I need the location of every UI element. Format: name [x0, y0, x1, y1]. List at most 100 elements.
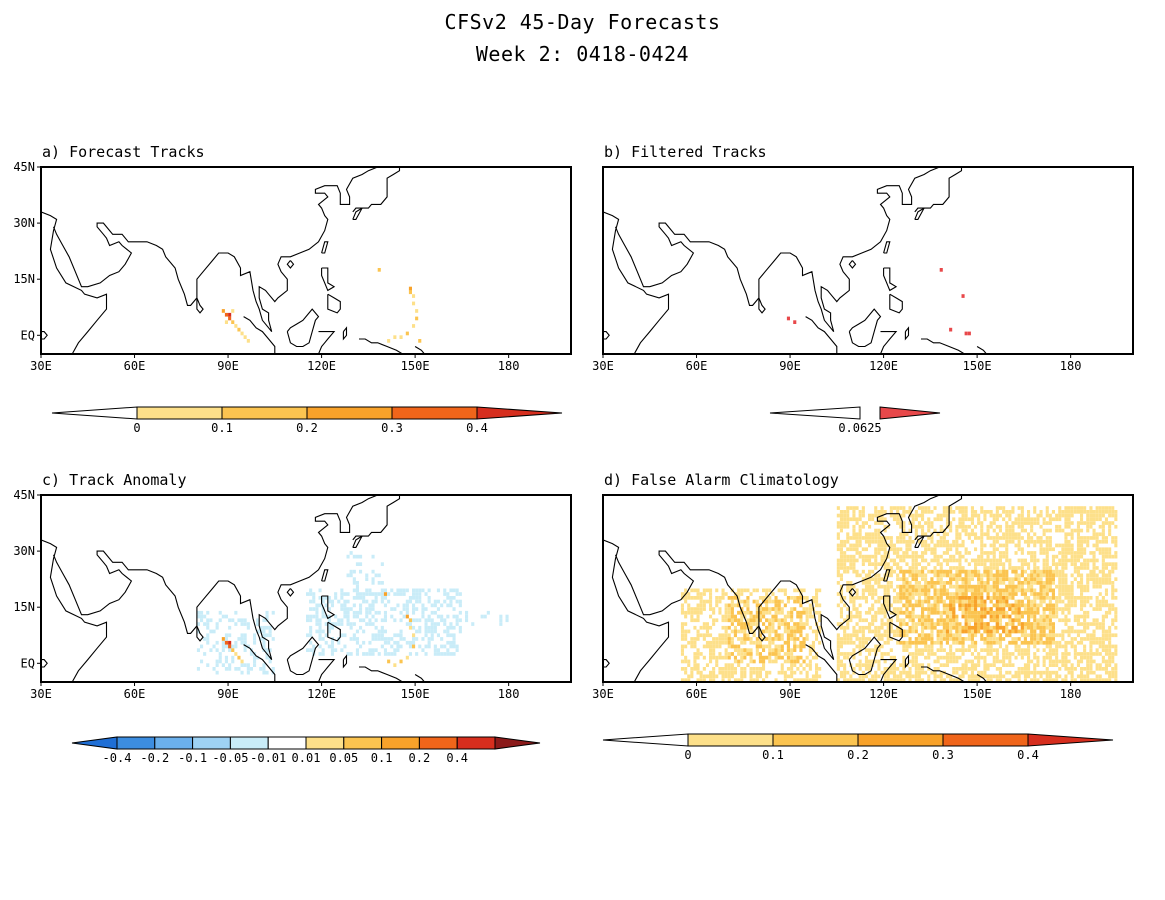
climatology-cell	[808, 607, 812, 611]
climatology-cell	[843, 633, 847, 638]
climatology-cell	[1051, 596, 1055, 600]
map-frame	[602, 494, 1134, 683]
climatology-cell	[693, 644, 697, 649]
climatology-cell	[974, 592, 978, 596]
climatology-cell	[992, 655, 996, 660]
climatology-cell	[749, 670, 753, 675]
climatology-cell	[939, 573, 943, 578]
climatology-cell	[955, 622, 959, 626]
climatology-cell	[892, 569, 896, 574]
climatology-cell	[861, 547, 865, 552]
climatology-cell	[864, 532, 868, 537]
climatology-cell	[843, 625, 847, 630]
climatology-cell	[977, 581, 981, 585]
climatology-cell	[924, 577, 928, 581]
climatology-cell	[924, 506, 928, 510]
climatology-cell	[755, 603, 759, 608]
climatology-cell	[755, 610, 759, 615]
climatology-cell	[861, 554, 865, 559]
climatology-cell	[855, 536, 859, 540]
anomaly-cell	[218, 652, 222, 656]
climatology-cell	[983, 543, 987, 548]
climatology-cell	[1076, 663, 1080, 667]
climatology-cell	[877, 584, 881, 589]
anomaly-cell	[330, 644, 334, 649]
climatology-cell	[977, 663, 981, 667]
anomaly-cell	[383, 610, 387, 615]
climatology-cell	[702, 599, 706, 604]
climatology-cell	[1002, 588, 1006, 593]
climatology-cell	[1095, 640, 1099, 645]
x-tick-label: 120E	[307, 359, 336, 373]
climatology-cell	[758, 670, 762, 675]
climatology-cell	[790, 637, 794, 641]
climatology-cell	[1011, 652, 1015, 656]
anomaly-cell	[452, 640, 456, 645]
track-cell	[405, 614, 409, 619]
climatology-cell	[955, 524, 959, 529]
anomaly-cell	[352, 610, 356, 615]
anomaly-cell	[246, 644, 250, 649]
climatology-cell	[983, 558, 987, 563]
anomaly-cell	[465, 610, 469, 615]
climatology-cell	[839, 596, 843, 600]
climatology-cell	[933, 670, 937, 675]
climatology-cell	[955, 640, 959, 645]
climatology-cell	[790, 625, 794, 630]
climatology-cell	[1086, 528, 1090, 533]
climatology-cell	[864, 558, 868, 563]
climatology-cell	[1045, 547, 1049, 552]
climatology-cell	[877, 667, 881, 671]
anomaly-cell	[309, 607, 313, 611]
climatology-cell	[883, 551, 887, 555]
climatology-cell	[758, 633, 762, 638]
climatology-cell	[1033, 558, 1037, 563]
climatology-cell	[970, 633, 974, 638]
climatology-cell	[849, 610, 853, 615]
climatology-cell	[995, 539, 999, 544]
climatology-cell	[1014, 610, 1018, 615]
climatology-cell	[1045, 577, 1049, 581]
climatology-cell	[783, 629, 787, 634]
climatology-cell	[914, 510, 918, 514]
climatology-cell	[690, 596, 694, 600]
climatology-cell	[790, 596, 794, 600]
climatology-cell	[1101, 633, 1105, 638]
climatology-cell	[790, 674, 794, 679]
climatology-cell	[783, 674, 787, 679]
anomaly-cell	[355, 562, 359, 566]
climatology-cell	[970, 678, 974, 682]
climatology-cell	[1064, 648, 1068, 652]
climatology-cell	[933, 596, 937, 600]
climatology-cell	[974, 655, 978, 660]
climatology-cell	[855, 569, 859, 574]
climatology-cell	[1076, 510, 1080, 514]
climatology-cell	[1005, 670, 1009, 675]
climatology-cell	[1045, 543, 1049, 548]
climatology-cell	[805, 670, 809, 675]
climatology-cell	[780, 622, 784, 626]
climatology-cell	[967, 599, 971, 604]
climatology-cell	[939, 528, 943, 533]
climatology-cell	[967, 614, 971, 619]
climatology-cell	[846, 652, 850, 656]
climatology-cell	[921, 648, 925, 652]
climatology-cell	[986, 678, 990, 682]
climatology-cell	[933, 584, 937, 589]
climatology-cell	[680, 625, 684, 630]
climatology-cell	[958, 510, 962, 514]
climatology-cell	[1104, 603, 1108, 608]
coastline	[914, 167, 963, 220]
climatology-cell	[724, 614, 728, 619]
climatology-cell	[743, 652, 747, 656]
climatology-cell	[924, 640, 928, 645]
climatology-cell	[936, 539, 940, 544]
climatology-cell	[1101, 640, 1105, 645]
anomaly-cell	[234, 622, 238, 626]
climatology-cell	[1114, 663, 1118, 667]
climatology-cell	[733, 678, 737, 682]
climatology-cell	[743, 655, 747, 660]
anomaly-cell	[362, 652, 366, 656]
climatology-cell	[1033, 670, 1037, 675]
